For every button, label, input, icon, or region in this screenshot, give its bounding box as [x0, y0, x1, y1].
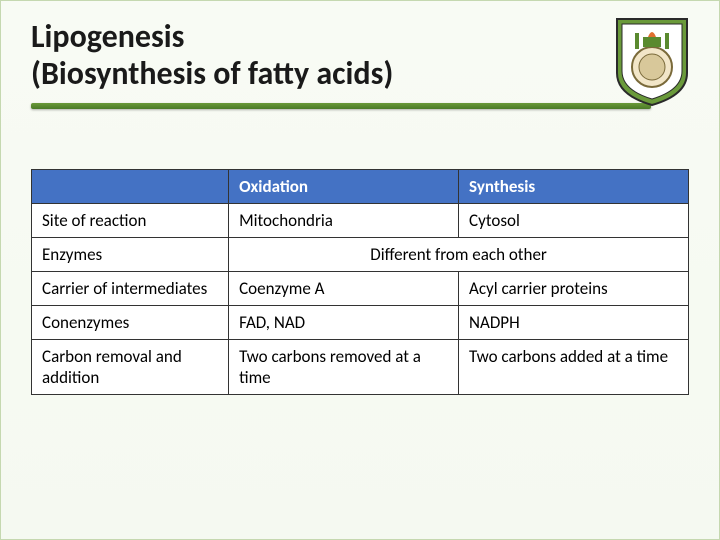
cell: Mitochondria — [229, 203, 459, 237]
row-label: Enzymes — [32, 237, 229, 271]
cell: Two carbons added at a time — [459, 339, 689, 394]
cell: NADPH — [459, 305, 689, 339]
row-label: Carbon removal and addition — [32, 339, 229, 394]
header: Lipogenesis (Biosynthesis of fatty acids… — [1, 1, 719, 109]
cell-merged: Different from each other — [229, 237, 689, 271]
title-underline — [31, 103, 651, 109]
cell: Acyl carrier proteins — [459, 271, 689, 305]
cell: Two carbons removed at a time — [229, 339, 459, 394]
comparison-table: Oxidation Synthesis Site of reaction Mit… — [31, 169, 689, 395]
row-label: Conenzymes — [32, 305, 229, 339]
cell: Cytosol — [459, 203, 689, 237]
cell: FAD, NAD — [229, 305, 459, 339]
comparison-table-container: Oxidation Synthesis Site of reaction Mit… — [31, 169, 689, 395]
title-line-1: Lipogenesis — [31, 17, 184, 56]
row-label: Carrier of intermediates — [32, 271, 229, 305]
table-row: Carrier of intermediates Coenzyme A Acyl… — [32, 271, 689, 305]
header-synthesis: Synthesis — [459, 169, 689, 203]
header-blank — [32, 169, 229, 203]
row-label: Site of reaction — [32, 203, 229, 237]
table-row: Conenzymes FAD, NAD NADPH — [32, 305, 689, 339]
table-row: Site of reaction Mitochondria Cytosol — [32, 203, 689, 237]
university-crest-icon — [613, 15, 691, 107]
header-oxidation: Oxidation — [229, 169, 459, 203]
table-header-row: Oxidation Synthesis — [32, 169, 689, 203]
table-row: Enzymes Different from each other — [32, 237, 689, 271]
cell: Coenzyme A — [229, 271, 459, 305]
table-row: Carbon removal and addition Two carbons … — [32, 339, 689, 394]
title-line-2: (Biosynthesis of fatty acids) — [31, 54, 393, 93]
slide-title: Lipogenesis (Biosynthesis of fatty acids… — [31, 19, 571, 93]
